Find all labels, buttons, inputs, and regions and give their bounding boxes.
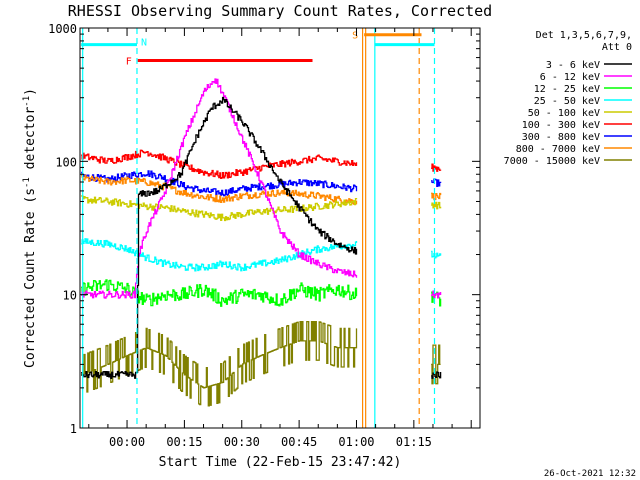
legend-entry-label: 50 - 100 keV — [528, 108, 600, 119]
series-line-segment — [81, 174, 358, 205]
series-100-300-kev — [81, 149, 442, 179]
series-line-segment — [431, 192, 442, 201]
x-tick-label: 00:15 — [166, 435, 202, 449]
night-label: N — [141, 38, 147, 49]
legend-entry-label: 3 - 6 keV — [546, 60, 600, 71]
date-stamp: 26-Oct-2021 12:32 — [544, 469, 636, 479]
chart-title: RHESSI Observing Summary Count Rates, Co… — [68, 2, 492, 20]
legend-entry-label: 12 - 25 keV — [534, 84, 600, 95]
y-axis-label-text: Corrected Count Rate (s-1 detector-1) — [22, 88, 38, 368]
legend-entry-label: 800 - 7000 keV — [516, 144, 600, 155]
series-line-segment — [431, 178, 442, 188]
series-line-segment — [431, 371, 442, 379]
saa-label: S — [352, 31, 358, 42]
series-3-6-kev — [81, 96, 442, 380]
x-tick-label: 00:00 — [109, 435, 145, 449]
series-line-segment — [431, 250, 442, 259]
y-label-part: detector — [23, 107, 38, 178]
flare-label: F — [126, 57, 132, 68]
series-line-segment — [431, 344, 441, 385]
y-label-exponent: -1 — [22, 96, 32, 107]
y-label-exponent: -1 — [22, 177, 32, 188]
series-300-800-kev — [81, 170, 442, 197]
legend-entry-label: 300 - 800 keV — [522, 132, 600, 143]
series-line-segment — [81, 279, 358, 307]
y-tick-label: 1000 — [48, 22, 77, 36]
series-6-12-kev — [81, 78, 442, 299]
legend-entry-label: 6 - 12 keV — [540, 72, 600, 83]
series-line-segment — [81, 320, 358, 407]
series-line-segment — [81, 96, 358, 380]
x-tick-label: 01:15 — [396, 435, 432, 449]
x-tick-label: 00:30 — [224, 435, 260, 449]
x-tick-label: 00:45 — [281, 435, 317, 449]
series-line-segment — [431, 201, 442, 210]
legend-header: Det 1,3,5,6,7,9, — [536, 30, 632, 41]
y-tick-label: 10 — [63, 289, 77, 303]
series-line-segment — [81, 78, 358, 299]
series-800-7000-kev — [81, 174, 442, 205]
series-line-segment — [81, 238, 358, 272]
annotation-layer: NF S — [81, 28, 436, 428]
series-line-segment — [81, 149, 358, 179]
x-tick-label: 01:00 — [338, 435, 374, 449]
legend-entry-label: 100 - 300 keV — [522, 120, 600, 131]
y-label-part: ) — [23, 88, 38, 96]
legend-entry-label: 25 - 50 keV — [534, 96, 600, 107]
series-line-segment — [431, 163, 442, 172]
legend-entry-label: 7000 - 15000 keV — [504, 156, 600, 167]
series-line-segment — [431, 290, 442, 299]
legend-header: Att 0 — [602, 42, 632, 53]
series-50-100-kev — [81, 195, 442, 222]
series-line-segment — [81, 195, 358, 222]
series-25-50-kev — [81, 238, 442, 272]
y-axis-label: Corrected Count Rate (s-1 detector-1) — [22, 88, 38, 368]
y-label-part: Corrected Count Rate (s — [23, 188, 38, 368]
axes-layer: 00:00 00:15 00:30 00:45 01:00 01:15 1 10 100 1000 — [48, 22, 481, 449]
y-tick-label: 100 — [55, 155, 77, 169]
series-7000-15000-kev — [81, 320, 441, 407]
y-tick-label: 1 — [70, 422, 77, 436]
x-axis-label: Start Time (22-Feb-15 23:47:42) — [159, 455, 402, 470]
series-line-segment — [81, 170, 358, 197]
series-layer — [81, 78, 442, 407]
